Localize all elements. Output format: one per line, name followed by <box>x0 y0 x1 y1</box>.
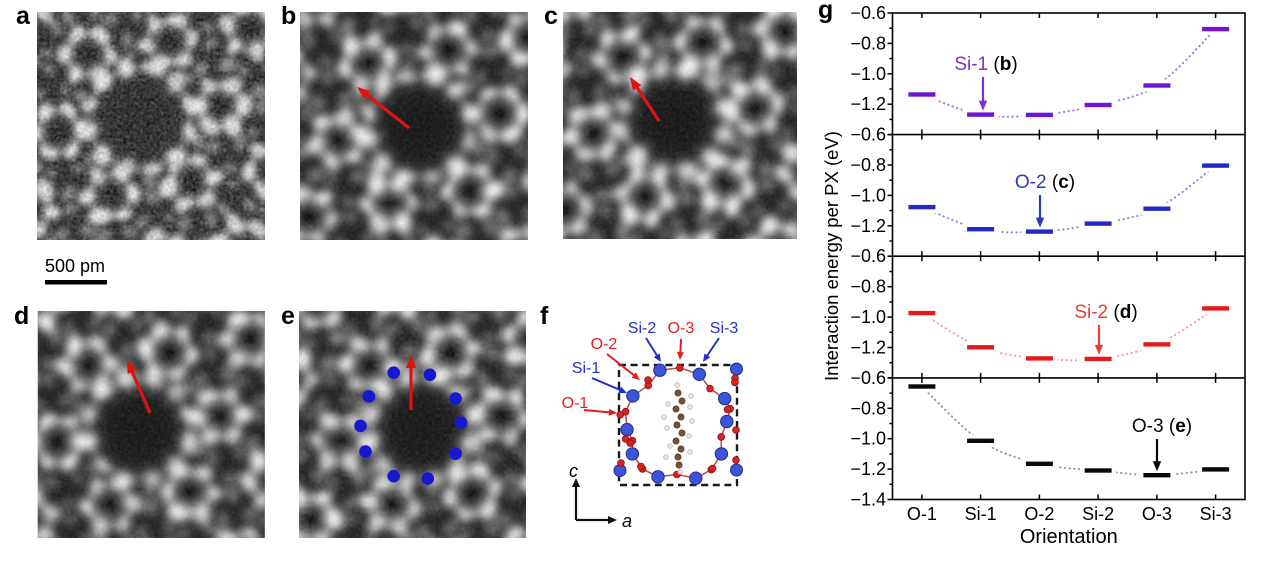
svg-text:O-1: O-1 <box>907 504 937 524</box>
svg-text:−0.6: −0.6 <box>850 246 886 266</box>
svg-text:−0.8: −0.8 <box>850 33 886 53</box>
svg-text:d: d <box>14 302 29 330</box>
svg-text:Si-3: Si-3 <box>1200 504 1232 524</box>
svg-text:−0.6: −0.6 <box>850 368 886 388</box>
svg-text:g: g <box>818 0 833 24</box>
svg-text:−0.8: −0.8 <box>850 155 886 175</box>
svg-text:Interaction energy per PX (eV): Interaction energy per PX (eV) <box>821 131 842 381</box>
svg-text:−1.2: −1.2 <box>850 459 886 479</box>
svg-text:−0.6: −0.6 <box>850 3 886 23</box>
svg-text:O-3: O-3 <box>1142 504 1172 524</box>
svg-text:−0.6: −0.6 <box>850 125 886 145</box>
svg-text:b: b <box>281 2 296 30</box>
svg-text:e: e <box>281 302 295 330</box>
svg-text:Si-2: Si-2 <box>1082 504 1114 524</box>
svg-text:c: c <box>569 461 578 481</box>
svg-text:O-3 (e): O-3 (e) <box>1132 416 1192 437</box>
svg-text:a: a <box>16 2 31 30</box>
svg-text:a: a <box>622 511 632 531</box>
svg-text:Si-1: Si-1 <box>965 504 997 524</box>
svg-text:−1.0: −1.0 <box>850 429 886 449</box>
svg-text:f: f <box>540 302 549 330</box>
svg-text:Si-2 (d): Si-2 (d) <box>1074 302 1137 323</box>
svg-text:c: c <box>544 2 558 30</box>
svg-text:O-2 (c): O-2 (c) <box>1015 172 1075 193</box>
svg-text:500 pm: 500 pm <box>45 256 105 276</box>
svg-text:Orientation: Orientation <box>1020 526 1118 548</box>
svg-text:O-3: O-3 <box>668 320 695 337</box>
svg-text:−1.0: −1.0 <box>850 185 886 205</box>
svg-text:−1.0: −1.0 <box>850 307 886 327</box>
svg-text:Si-1: Si-1 <box>572 360 601 377</box>
svg-text:−0.8: −0.8 <box>850 277 886 297</box>
svg-text:Si-1 (b): Si-1 (b) <box>954 54 1017 75</box>
svg-text:−1.2: −1.2 <box>850 338 886 358</box>
svg-text:−1.0: −1.0 <box>850 64 886 84</box>
svg-text:−0.8: −0.8 <box>850 398 886 418</box>
svg-text:O-2: O-2 <box>591 336 618 353</box>
svg-text:−1.4: −1.4 <box>850 490 886 510</box>
svg-text:−1.2: −1.2 <box>850 216 886 236</box>
svg-text:O-2: O-2 <box>1024 504 1054 524</box>
svg-text:−1.2: −1.2 <box>850 94 886 114</box>
svg-text:Si-3: Si-3 <box>710 320 739 337</box>
svg-text:Si-2: Si-2 <box>628 320 657 337</box>
